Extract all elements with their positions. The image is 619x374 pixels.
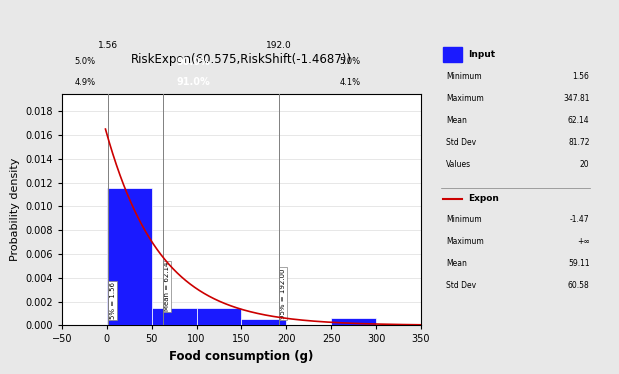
Text: Expon: Expon	[468, 194, 499, 203]
Text: 81.72: 81.72	[568, 138, 589, 147]
Text: 192.0: 192.0	[266, 41, 292, 50]
Text: Maximum: Maximum	[446, 237, 483, 246]
Text: +∞: +∞	[577, 237, 589, 246]
Text: Mean: Mean	[446, 259, 467, 268]
Text: Values: Values	[446, 160, 471, 169]
Title: RiskExpon(60.575,RiskShift(-1.4687)): RiskExpon(60.575,RiskShift(-1.4687))	[131, 53, 352, 66]
Text: 347.81: 347.81	[563, 94, 589, 103]
Text: Mean: Mean	[446, 116, 467, 125]
Text: 5.0%: 5.0%	[339, 57, 361, 67]
Text: 4.1%: 4.1%	[339, 78, 361, 87]
Text: 95% = 192.00: 95% = 192.00	[280, 268, 287, 319]
Text: -1.47: -1.47	[570, 215, 589, 224]
Text: Std Dev: Std Dev	[446, 281, 476, 290]
Bar	[107, 188, 152, 325]
Text: 20: 20	[580, 160, 589, 169]
Text: 62.14: 62.14	[568, 116, 589, 125]
Text: 59.11: 59.11	[568, 259, 589, 268]
Text: Minimum: Minimum	[446, 72, 482, 81]
Text: Input: Input	[468, 50, 495, 59]
Bar	[241, 319, 287, 325]
Text: 1.56: 1.56	[98, 41, 118, 50]
Text: 90.0%: 90.0%	[177, 57, 210, 67]
Text: 4.9%: 4.9%	[74, 78, 95, 87]
Bar	[197, 308, 241, 325]
Text: 60.58: 60.58	[568, 281, 589, 290]
Y-axis label: Probability density: Probability density	[10, 158, 20, 261]
Text: 5% = 1.56: 5% = 1.56	[110, 282, 116, 319]
Text: 5.0%: 5.0%	[74, 57, 95, 67]
Text: 1.56: 1.56	[573, 72, 589, 81]
Text: 91.0%: 91.0%	[177, 77, 210, 88]
X-axis label: Food consumption (g): Food consumption (g)	[169, 350, 314, 363]
Bar	[443, 47, 462, 62]
Text: Minimum: Minimum	[446, 215, 482, 224]
Text: Maximum: Maximum	[446, 94, 483, 103]
Bar	[331, 318, 376, 325]
Bar	[152, 308, 197, 325]
Text: Std Dev: Std Dev	[446, 138, 476, 147]
Text: Mean = 62.14: Mean = 62.14	[164, 262, 170, 311]
